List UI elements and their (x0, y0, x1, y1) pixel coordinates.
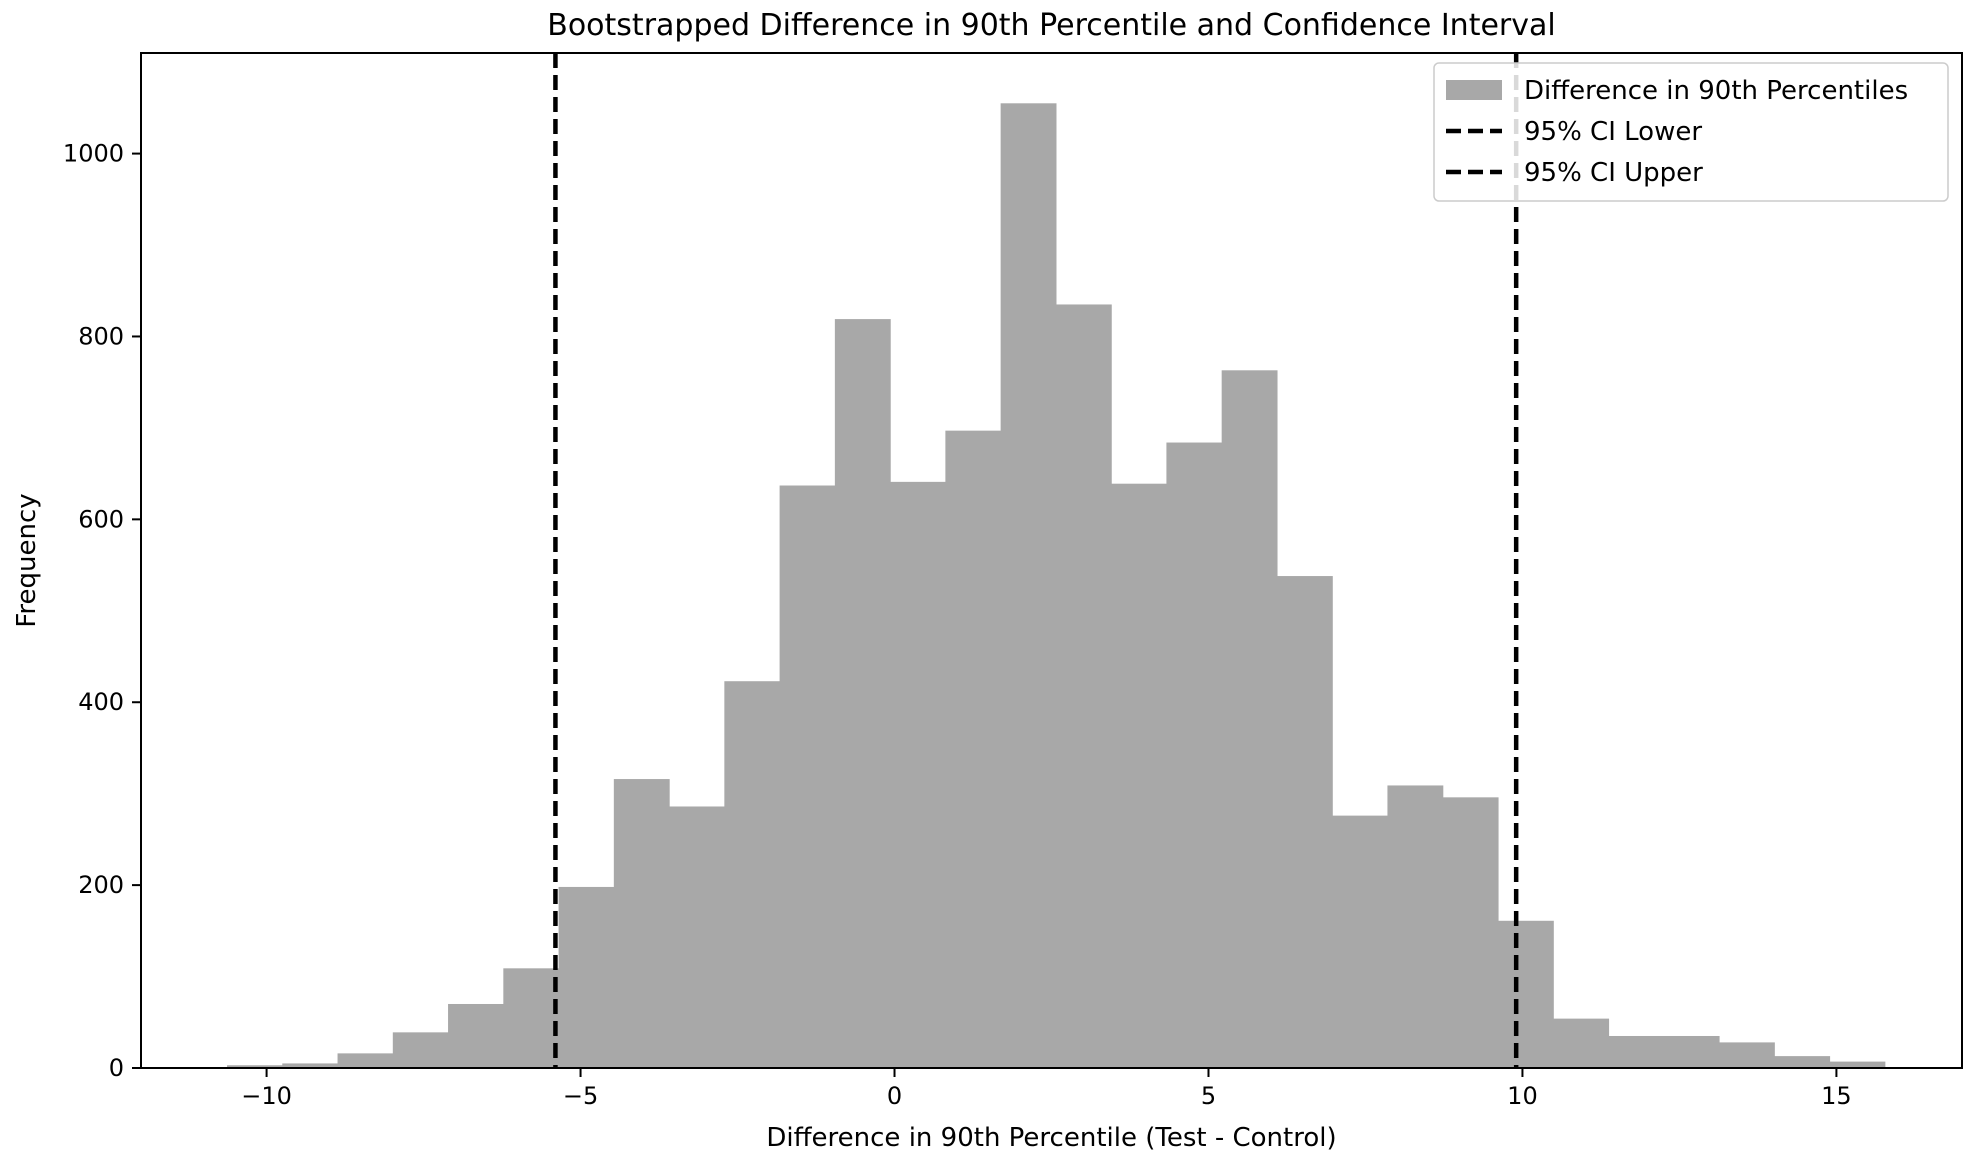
histogram-bars (227, 103, 1886, 1069)
histogram-bar (1055, 304, 1112, 1068)
y-axis-label: Frequency (12, 493, 42, 627)
histogram-bar (779, 485, 836, 1068)
histogram-bar (1276, 576, 1333, 1068)
histogram-bar (1111, 483, 1168, 1068)
legend: Difference in 90th Percentiles 95% CI Lo… (1433, 62, 1949, 202)
histogram-bar (558, 886, 615, 1068)
histogram-bar (834, 319, 891, 1068)
histogram-bar (503, 968, 560, 1068)
histogram-bar (945, 430, 1002, 1068)
legend-box (1433, 62, 1949, 202)
histogram-bar (448, 1003, 504, 1068)
histogram-bar (1553, 1018, 1610, 1068)
x-tick-label: 15 (1821, 1082, 1852, 1110)
histogram-bar (1166, 442, 1223, 1068)
x-axis-label: Difference in 90th Percentile (Test - Co… (766, 1123, 1336, 1153)
legend-entry-ci-lower: 95% CI Lower (1524, 117, 1702, 147)
histogram-bar (724, 681, 781, 1068)
y-tick-label: 1000 (63, 140, 124, 168)
x-tick-label: 5 (1201, 1082, 1216, 1110)
histogram-bar (613, 779, 670, 1068)
legend-entry-ci-upper: 95% CI Upper (1524, 158, 1703, 188)
histogram-bar (392, 1032, 449, 1068)
ci-lines (553, 53, 1519, 1068)
legend-swatch-histogram (1446, 80, 1502, 100)
x-axis: −10 −5 0 5 10 15 (241, 1068, 1852, 1110)
y-tick-label: 600 (78, 505, 124, 533)
histogram-bar (890, 481, 946, 1068)
histogram-bar (1442, 797, 1499, 1068)
x-tick-label: 0 (887, 1082, 902, 1110)
histogram-bar (1608, 1035, 1665, 1068)
histogram-bar (1663, 1035, 1720, 1068)
histogram-bar (282, 1063, 339, 1068)
x-tick-label: 10 (1507, 1082, 1538, 1110)
histogram-bar (1387, 785, 1444, 1068)
histogram-bar (669, 806, 725, 1068)
y-tick-label: 200 (78, 871, 124, 899)
chart-title: Bootstrapped Difference in 90th Percenti… (547, 8, 1555, 43)
histogram-bar (1332, 815, 1389, 1068)
histogram-bar (1221, 370, 1278, 1069)
histogram-bar (227, 1065, 283, 1068)
y-axis: 0 200 400 600 800 1000 (63, 140, 141, 1082)
histogram-bar (1718, 1042, 1775, 1068)
x-tick-label: −10 (241, 1082, 292, 1110)
histogram-bar (1000, 103, 1057, 1069)
y-tick-label: 400 (78, 688, 124, 716)
histogram-bar (337, 1053, 394, 1068)
histogram-bar (1829, 1061, 1886, 1068)
plot-frame (140, 52, 1963, 1069)
y-tick-label: 0 (109, 1054, 124, 1082)
histogram-bar (1774, 1056, 1831, 1068)
x-tick-label: −5 (563, 1082, 598, 1110)
histogram-bar (1497, 920, 1554, 1068)
y-tick-label: 800 (78, 322, 124, 350)
legend-entry-histogram: Difference in 90th Percentiles (1524, 76, 1908, 106)
